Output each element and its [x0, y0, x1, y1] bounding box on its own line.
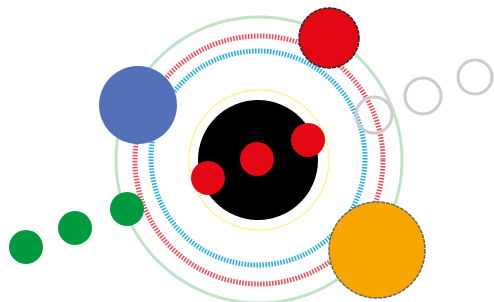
red-planet [299, 8, 359, 68]
red-dot [291, 123, 325, 157]
red-dot [240, 142, 274, 176]
illustration [0, 0, 494, 302]
green-dot [9, 230, 43, 264]
blue-planet [99, 66, 177, 144]
orange-planet [329, 202, 425, 298]
red-dot [191, 161, 225, 195]
page [0, 0, 494, 302]
green-dot [110, 192, 144, 226]
green-dot [58, 211, 92, 245]
